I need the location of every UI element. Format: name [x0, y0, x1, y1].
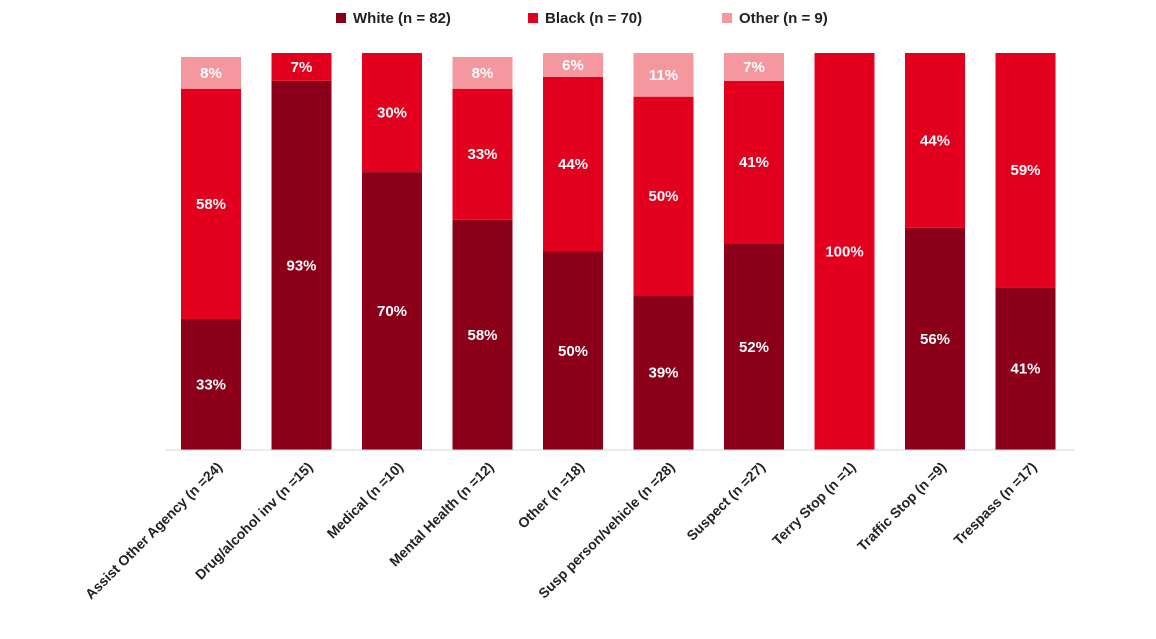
x-tick-label: Mental Health (n =12) — [386, 459, 497, 570]
x-tick-label: Suspect (n =27) — [683, 459, 768, 544]
legend-label-black: Black (n = 70) — [545, 10, 642, 27]
bar-segment-other — [181, 56, 241, 89]
data-label: 8% — [472, 65, 494, 82]
data-label: 56% — [920, 331, 950, 348]
plot-area: 33% 58% 8% 93% 7% 70% 30% 58% 33% 8% 50% 44% 6% 39% 50… — [181, 53, 1056, 450]
data-label: 11% — [649, 67, 678, 84]
bar-segment-other — [633, 53, 694, 97]
bar-segment-black — [724, 80, 784, 244]
bar-segment-black — [814, 53, 875, 450]
bar-segment-white — [452, 219, 513, 450]
data-label: 41% — [739, 154, 769, 171]
bar-segment-white — [905, 227, 965, 450]
data-label: 30% — [377, 105, 407, 122]
data-label: 50% — [648, 188, 678, 205]
data-label: 7% — [291, 59, 313, 76]
bar-segment-black — [905, 53, 965, 228]
legend-label-white: White (n = 82) — [353, 10, 451, 27]
x-tick-label: Traffic Stop (n =9) — [854, 459, 949, 554]
bar-segment-white — [362, 172, 422, 450]
data-label: 7% — [743, 59, 765, 76]
data-label: 33% — [467, 146, 497, 163]
data-label: 39% — [648, 365, 678, 382]
bar-segment-black — [995, 53, 1056, 288]
legend-swatch-other — [722, 13, 732, 23]
data-label: 6% — [562, 57, 584, 74]
data-label: 33% — [196, 376, 226, 393]
data-label: 58% — [196, 196, 226, 213]
x-tick-label: Trespass (n =17) — [950, 459, 1039, 548]
bar-segment-white — [995, 287, 1056, 450]
data-label: 44% — [558, 156, 588, 173]
data-label: 58% — [467, 327, 497, 344]
bar-segment-black — [633, 96, 694, 296]
x-tick-label: Medical (n =10) — [324, 459, 407, 542]
bar-segment-other — [724, 53, 784, 81]
chart-legend: White (n = 82) Black (n = 70) Other (n = 9… — [336, 10, 828, 27]
data-label: 100% — [825, 244, 863, 261]
data-label: 52% — [739, 339, 769, 356]
data-label: 93% — [286, 257, 316, 274]
bar-segment-white — [633, 295, 694, 450]
x-tick-label: Other (n =18) — [514, 459, 587, 532]
bar-segment-white — [271, 80, 332, 450]
bar-segment-black — [362, 53, 422, 173]
legend-swatch-white — [336, 13, 346, 23]
bar-segment-white — [543, 251, 603, 450]
bar-segment-black — [181, 88, 241, 319]
bar-segment-other — [452, 56, 513, 89]
bar-segment-white — [724, 243, 784, 450]
data-label: 8% — [200, 65, 222, 82]
legend-swatch-black — [528, 13, 538, 23]
bar-segment-other — [543, 53, 603, 77]
x-axis-tick-labels: Assist Other Agency (n =24)Drug/alcohol … — [82, 459, 1040, 602]
data-label: 70% — [377, 303, 407, 320]
x-tick-label: Terry Stop (n =1) — [769, 459, 859, 549]
legend-label-other: Other (n = 9) — [739, 10, 828, 27]
data-label: 41% — [1010, 361, 1040, 378]
bar-segment-black — [452, 88, 513, 220]
bar-segment-black — [271, 53, 332, 81]
bar-segment-black — [543, 76, 603, 252]
bar-segment-white — [181, 318, 241, 450]
data-label: 50% — [558, 343, 588, 360]
data-label: 59% — [1010, 162, 1040, 179]
data-label: 44% — [920, 132, 950, 149]
